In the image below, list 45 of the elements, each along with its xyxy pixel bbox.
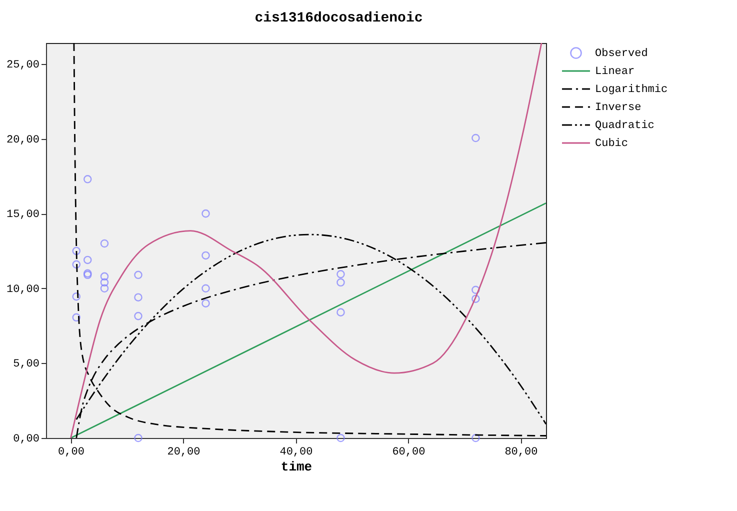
- point: [134, 434, 142, 442]
- point: [100, 272, 109, 281]
- point: [134, 312, 142, 320]
- legend-label: Logarithmic: [595, 84, 668, 96]
- y-tick-label: 20,00: [6, 134, 40, 146]
- x-tick-label: 0,00: [58, 446, 84, 458]
- point: [472, 134, 480, 142]
- point: [72, 313, 81, 322]
- x-tick-label: 80,00: [504, 446, 538, 458]
- point: [472, 434, 480, 442]
- point: [336, 308, 345, 316]
- point: [202, 299, 210, 308]
- point: [336, 270, 345, 278]
- point: [134, 293, 142, 302]
- point: [336, 434, 345, 442]
- x-axis-title: time: [280, 460, 312, 474]
- point: [202, 284, 210, 293]
- point: [472, 294, 480, 303]
- point: [336, 278, 345, 287]
- point: [100, 284, 109, 293]
- y-tick-label: 5,00: [13, 358, 40, 371]
- point: [83, 256, 92, 264]
- point: [202, 251, 210, 260]
- point: [100, 239, 109, 248]
- legend-label: Linear: [595, 66, 635, 78]
- x-tick-label: 60,00: [392, 446, 426, 458]
- legend-label: Inverse: [595, 102, 642, 114]
- point: [72, 292, 81, 301]
- y-tick-label: 10,00: [6, 284, 40, 296]
- point: [202, 209, 210, 218]
- point: [72, 260, 81, 269]
- point: [72, 246, 81, 256]
- y-tick-label: 0,00: [13, 434, 40, 446]
- y-tick-label: 15,00: [6, 209, 40, 222]
- point: [100, 278, 109, 287]
- y-tick-label: 25,00: [6, 59, 40, 72]
- chart-title: cis1316docosadienoic: [254, 10, 423, 26]
- point: [83, 175, 92, 184]
- x-tick-label: 40,00: [280, 446, 313, 458]
- point: [472, 286, 480, 294]
- legend-label: Cubic: [595, 138, 628, 150]
- point: [134, 270, 142, 280]
- legend-label: Observed: [595, 48, 648, 60]
- legend-label: Quadratic: [595, 120, 654, 132]
- x-tick-label: 20,00: [167, 446, 200, 458]
